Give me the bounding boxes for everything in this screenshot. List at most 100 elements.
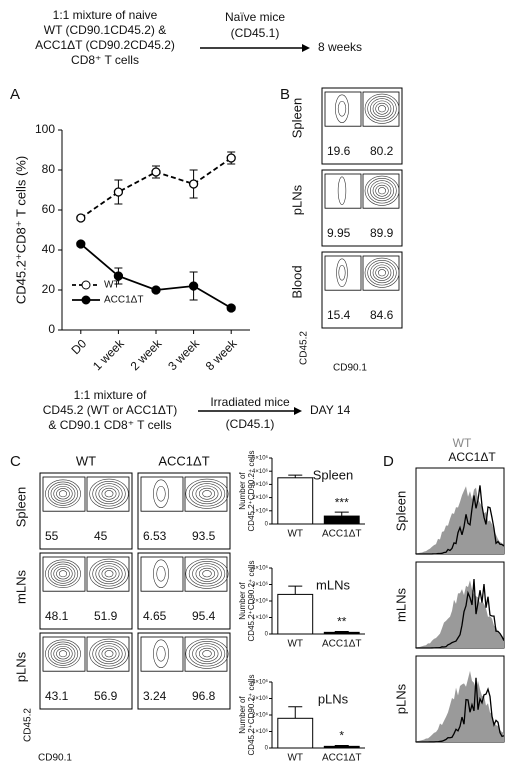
y-tick-label: 1×10⁶ <box>252 614 269 621</box>
legend-label: ACC1ΔT <box>104 295 143 306</box>
contour <box>372 100 392 117</box>
x-tick-label: 2 week <box>128 336 165 373</box>
bar <box>323 515 360 525</box>
bar <box>277 593 314 635</box>
histogram-acc <box>416 485 505 555</box>
contour <box>104 650 114 658</box>
gate-percent: 56.9 <box>94 689 118 703</box>
contour <box>45 639 81 668</box>
contour <box>367 178 397 204</box>
contour <box>364 257 400 288</box>
gate <box>184 636 228 672</box>
error-bar <box>334 511 349 517</box>
contour <box>188 481 226 507</box>
gate-percent: 9.95 <box>327 226 351 240</box>
x-tick-label: ACC1ΔT <box>322 753 361 764</box>
contour <box>378 187 386 195</box>
contour <box>156 565 166 582</box>
y-tick-label: 3×10⁶ <box>252 581 269 588</box>
row-label: Spleen <box>393 491 408 531</box>
panel-letter: C <box>10 453 21 470</box>
contour <box>378 105 386 113</box>
scheme-text: & CD90.1 CD8⁺ T cells <box>48 418 171 432</box>
x-tick-label: 8 week <box>203 336 240 373</box>
significance: * <box>339 729 344 743</box>
contour <box>195 645 219 662</box>
gate-percent: 4.65 <box>143 609 167 623</box>
contour <box>104 570 114 578</box>
y-axis-label: CD45.2⁺CD90.2⁺ cells <box>247 675 256 756</box>
gate <box>86 556 130 592</box>
error-bar <box>288 706 303 719</box>
contour <box>153 479 169 508</box>
chart-title: pLNs <box>318 691 349 706</box>
contour <box>89 478 129 509</box>
row-label: Spleen <box>13 487 28 527</box>
x-tick-label: 1 week <box>90 336 127 373</box>
contour <box>188 641 226 667</box>
contour <box>50 563 76 584</box>
gate <box>140 556 184 592</box>
gate-percent: 84.6 <box>370 308 394 322</box>
contour <box>104 490 114 498</box>
gate-percent: 45 <box>94 529 108 543</box>
gate-percent: 51.9 <box>94 609 118 623</box>
scheme-text: Naïve mice <box>225 10 285 24</box>
x-tick-label: D0 <box>68 336 89 357</box>
gate-percent: 96.8 <box>192 689 216 703</box>
contour <box>192 563 222 585</box>
histogram-wt <box>416 580 504 648</box>
contour <box>47 481 79 506</box>
column-header: ACC1ΔT <box>158 453 209 468</box>
contour <box>98 565 120 582</box>
contour <box>98 645 120 662</box>
contour <box>156 485 166 502</box>
arrow-head <box>294 407 302 415</box>
contour <box>195 565 219 582</box>
gate <box>184 476 228 512</box>
data-point <box>188 281 199 291</box>
y-tick-label: 60 <box>42 202 56 216</box>
y-tick-label: 0 <box>265 746 269 752</box>
contour <box>192 643 222 665</box>
x-tick-label: WT <box>287 753 303 764</box>
contour <box>198 567 216 580</box>
gate-percent: 6.53 <box>143 529 167 543</box>
data-point <box>188 179 199 189</box>
y-tick-label: 3×10⁶ <box>252 695 269 702</box>
legend-label: ACC1ΔT <box>448 450 496 464</box>
contour <box>53 485 73 502</box>
contour <box>56 488 70 500</box>
data-point <box>151 285 161 295</box>
contour <box>95 643 123 665</box>
contour <box>372 264 392 281</box>
gate-percent: 80.2 <box>370 144 394 158</box>
contour <box>45 559 81 588</box>
row-label: mLNs <box>393 588 408 622</box>
gate-percent: 19.6 <box>327 144 351 158</box>
contour <box>198 487 216 500</box>
contour <box>92 481 126 507</box>
gate <box>140 476 184 512</box>
y-tick-label: 100 <box>35 122 55 136</box>
gate-percent: 43.1 <box>45 689 69 703</box>
contour <box>58 570 68 578</box>
y-tick-label: 2×10⁶ <box>252 712 269 719</box>
contour <box>185 638 229 669</box>
contour <box>375 184 389 197</box>
y-tick-label: 2×10⁶ <box>252 598 269 605</box>
column-header: WT <box>76 453 96 468</box>
contour <box>47 641 79 666</box>
axis-label: CD90.1 <box>38 753 72 764</box>
bar <box>323 631 360 635</box>
significance: ** <box>337 615 347 629</box>
contour <box>50 483 76 504</box>
bar <box>323 745 360 749</box>
row-label: Spleen <box>289 98 304 138</box>
contour <box>89 558 129 589</box>
data-point <box>113 271 124 281</box>
y-axis-label: Number of <box>238 472 247 510</box>
contour <box>95 483 123 505</box>
y-axis-label: CD45.2⁺CD90.2⁺ cells <box>247 561 256 642</box>
